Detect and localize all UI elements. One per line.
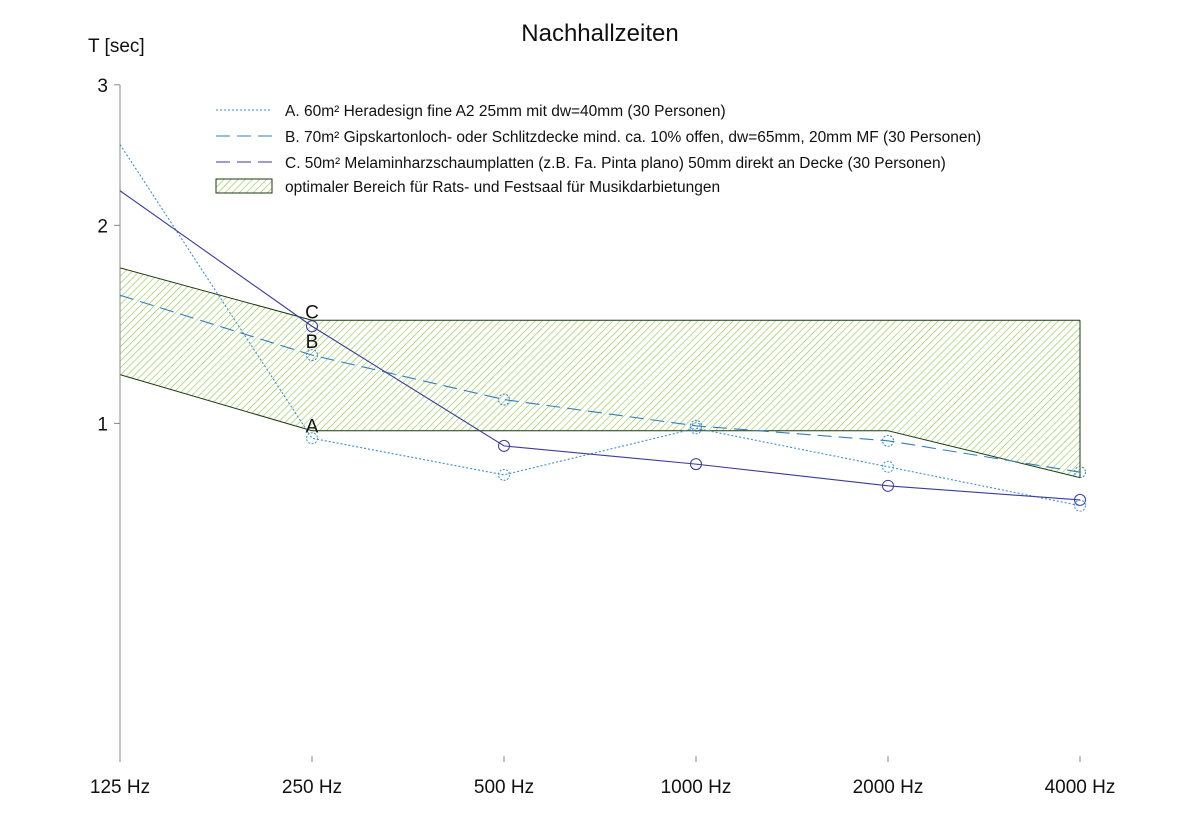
series-line-C <box>119 190 1081 501</box>
chart-title: Nachhallzeiten <box>521 20 678 47</box>
legend-entry-band: optimaler Bereich für Rats- und Festsaal… <box>285 179 720 196</box>
x-tick-label: 125 Hz <box>90 777 150 798</box>
data-point <box>306 320 318 333</box>
series-label-B: B <box>306 332 319 353</box>
data-point <box>690 458 702 471</box>
x-tick-label: 500 Hz <box>474 777 534 798</box>
series-C: C <box>119 190 1086 506</box>
y-axis-label: T [sec] <box>88 36 145 57</box>
x-tick-label: 250 Hz <box>282 777 342 798</box>
data-point <box>882 434 894 447</box>
legend-entry-C: C. 50m² Melaminharzschaumplatten (z.B. F… <box>285 155 946 172</box>
legend-entry-B: B. 70m² Gipskartonloch- oder Schlitzdeck… <box>285 129 981 146</box>
data-point <box>690 422 702 435</box>
legend-entry-A: A. 60m² Heradesign fine A2 25mm mit dw=4… <box>285 103 726 120</box>
data-point <box>1074 466 1086 479</box>
data-point <box>498 468 510 481</box>
data-point <box>1074 499 1086 512</box>
series-label-C: C <box>305 302 319 323</box>
data-point <box>498 393 510 406</box>
series-A: A <box>119 144 1086 512</box>
data-point <box>882 460 894 473</box>
series-line-A <box>119 144 1081 507</box>
x-tick-label: 1000 Hz <box>661 777 732 798</box>
data-point <box>306 432 318 445</box>
x-tick-label: 2000 Hz <box>853 777 924 798</box>
legend-swatch-band <box>215 178 273 194</box>
optimal-range-upper-edge <box>119 267 1080 321</box>
optimal-range-lower-edge <box>119 374 1081 479</box>
y-tick-label: 1 <box>97 414 108 435</box>
data-point <box>306 349 318 362</box>
data-point <box>1074 493 1086 506</box>
data-point <box>882 479 894 492</box>
series-B: B <box>119 294 1086 479</box>
series-line-B <box>119 294 1081 473</box>
x-tick-label: 4000 Hz <box>1045 777 1116 798</box>
series-label-A: A <box>306 416 319 437</box>
y-tick-label: 2 <box>97 216 108 237</box>
y-tick-label: 3 <box>97 76 108 97</box>
data-point <box>690 419 702 432</box>
data-point <box>498 439 510 452</box>
optimal-range-band <box>120 267 1080 478</box>
